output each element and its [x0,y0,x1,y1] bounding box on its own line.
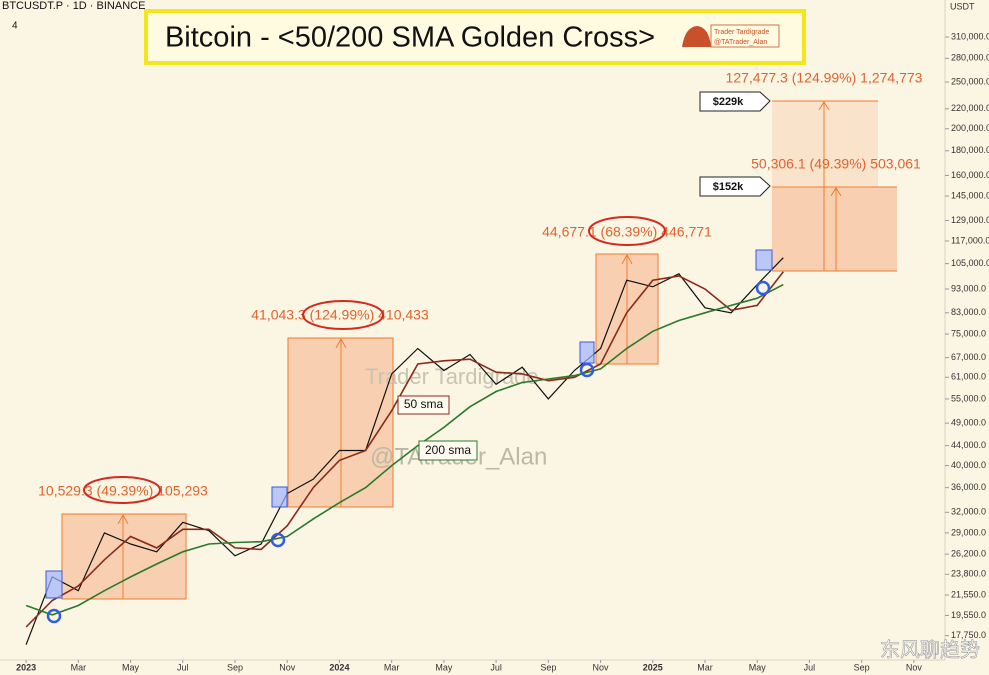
y-tick-label: 145,000.0 [951,190,989,200]
y-tick-label: 117,000.0 [951,235,989,245]
annotation: 44,677.1 (68.39%) 446,771 [542,224,712,240]
x-tick-label: Nov [906,662,923,672]
x-tick-label: Sep [540,662,556,672]
footer-watermark: 东风聊趋势 [880,638,980,661]
y-tick-label: 75,000.0 [951,328,986,338]
highlight [302,300,384,330]
y-tick-label: 129,000.0 [951,215,989,225]
markers [45,249,773,599]
arrow-heads [117,101,842,525]
y-tick-label: 250,000.0 [951,76,989,86]
sma-label: 50 sma [404,397,444,411]
series-line [25,283,784,616]
box [772,101,878,187]
y-tick-label: 26,200.0 [951,549,986,559]
x-tick-label: Nov [593,662,610,672]
signal-box [755,249,773,271]
box [61,513,187,600]
y-tick-label: 180,000.0 [951,145,989,155]
cross-circle [579,362,595,378]
chart-title: Bitcoin - <50/200 SMA Golden Cross> [165,22,655,54]
y-tick-label: 93,000.0 [951,283,986,293]
signal-box [271,486,288,508]
cross-circles [46,280,771,624]
x-tick-label: 2024 [329,662,349,672]
y-tick-label: 310,000.0 [951,31,989,41]
x-tick-label: Sep [227,662,243,672]
y-tick-label: 32,000.0 [951,507,986,517]
callout-text: $152k [713,181,744,193]
box [772,187,897,271]
y-tick-label: 200,000.0 [951,123,989,133]
y-tick-label: 23,800.0 [951,569,986,579]
badge-icon [682,26,711,47]
y-tick-label: 105,000.0 [951,258,989,268]
y-tick-label: 280,000.0 [951,53,989,63]
indicator-count: 4 [12,21,18,32]
y-tick-label: 44,000.0 [951,440,986,450]
x-tick-label: Jul [177,662,189,672]
annotation: 127,477.3 (124.99%) 1,274,773 [726,70,923,86]
cross-circle [270,532,286,548]
cross-circle [46,608,62,624]
highlight [588,216,666,246]
y-tick-label: 61,000.0 [951,372,986,382]
annotation: 50,306.1 (49.39%) 503,061 [751,156,921,172]
y-tick-label: 67,000.0 [951,352,986,362]
signal-box [45,570,63,599]
x-tick-label: 2023 [16,662,36,672]
badge-text: @TATrader_Alan [714,39,767,46]
y-tick-label: 40,000.0 [951,460,986,470]
y-tick-label: 21,550.0 [951,589,986,599]
y-tick-label: 36,000.0 [951,482,986,492]
y-tick-label: 83,000.0 [951,307,986,317]
callout [699,176,771,197]
y-tick-label: 220,000.0 [951,103,989,113]
x-tick-label: 2025 [643,662,663,672]
y-tick-label: 55,000.0 [951,393,986,403]
watermark: Trader Tardigrade [365,364,539,389]
x-tick-label: May [749,662,767,672]
symbol: BTCUSDT.P · 1D · BINANCE [2,0,145,12]
x-tick-label: Nov [279,662,296,672]
x-tick-label: May [122,662,140,672]
cross-circle [755,280,771,296]
sma-label: 200 sma [425,443,471,457]
x-tick-label: Mar [384,662,400,672]
x-tick-label: May [435,662,453,672]
callout-text: $229k [713,96,744,108]
currency-label: USDT [950,1,975,11]
label-box [418,440,478,461]
y-tick-label: 29,000.0 [951,527,986,537]
y-tick-label: 17,750.0 [951,630,986,640]
callout [699,91,771,112]
annotation: 41,043.3 (124.99%) 410,433 [251,307,429,323]
series-line [25,257,784,645]
label-box [397,395,450,415]
badge-frame [710,24,780,48]
signal-box [579,341,595,364]
y-tick-label: 160,000.0 [951,170,989,180]
badge-text: Trader Tardigrade [714,29,769,36]
y-tick-label: 49,000.0 [951,417,986,427]
plot-area [25,257,784,645]
x-tick-label: Jul [490,662,502,672]
x-tick-label: Jul [804,662,816,672]
highlight [83,476,161,504]
x-tick-label: Sep [854,662,870,672]
annotation: 10,529.3 (49.39%) 105,293 [38,483,208,499]
x-tick-label: Mar [71,662,87,672]
x-tick-label: Mar [697,662,713,672]
y-tick-label: 19,550.0 [951,610,986,620]
series-line [25,271,784,628]
